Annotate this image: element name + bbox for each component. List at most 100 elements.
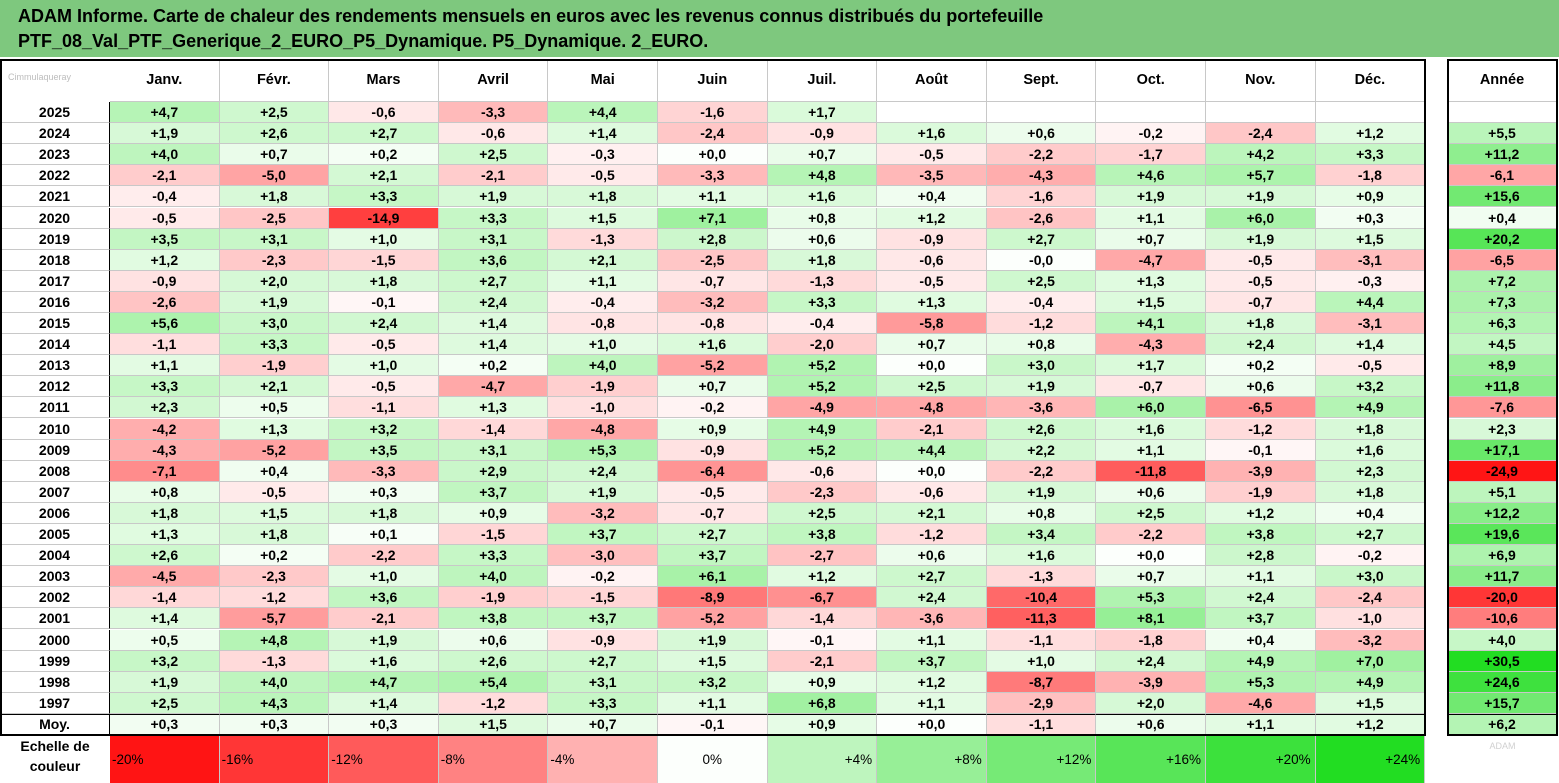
heatmap-cell: +1,9 bbox=[1206, 186, 1316, 208]
heatmap-cell: +0,4 bbox=[1315, 502, 1426, 524]
heatmap-cell: +1,1 bbox=[1096, 207, 1206, 229]
year-label: 2015 bbox=[0, 313, 110, 335]
heatmap-cell: +4,4 bbox=[1315, 291, 1426, 313]
heatmap-cell: -0,5 bbox=[219, 481, 330, 503]
heatmap-cell: -3,3 bbox=[329, 460, 439, 482]
heatmap-cell: -0,5 bbox=[329, 376, 439, 398]
heatmap-cell: +1,8 bbox=[329, 502, 439, 524]
heatmap-cell: -3,0 bbox=[548, 545, 658, 567]
heatmap-cell: +1,9 bbox=[986, 481, 1097, 503]
heatmap-cell: +5,2 bbox=[767, 376, 878, 398]
annual-cell bbox=[1448, 102, 1557, 124]
heatmap-cell: +1,8 bbox=[329, 270, 439, 292]
heatmap-cell: +0,6 bbox=[986, 123, 1097, 145]
color-scale-swatch: -16% bbox=[219, 735, 330, 783]
heatmap-cell: +4,7 bbox=[329, 671, 439, 693]
heatmap-cell: +1,1 bbox=[110, 355, 220, 377]
average-cell: +0,0 bbox=[877, 713, 987, 735]
heatmap-cell: +3,0 bbox=[1315, 566, 1426, 588]
heatmap-cell: +2,1 bbox=[329, 165, 439, 187]
heatmap-cell: +0,2 bbox=[1206, 355, 1316, 377]
heatmap-cell: +2,5 bbox=[767, 502, 878, 524]
heatmap-cell: +2,4 bbox=[1206, 334, 1316, 356]
heatmap-cell: -2,1 bbox=[877, 418, 987, 440]
heatmap-cell: -0,4 bbox=[767, 313, 878, 335]
heatmap-cell: -0,3 bbox=[1315, 270, 1426, 292]
year-label: 1998 bbox=[0, 671, 110, 693]
heatmap-cell: +1,6 bbox=[986, 545, 1097, 567]
annual-cell: -24,9 bbox=[1448, 460, 1557, 482]
heatmap-cell: +2,5 bbox=[110, 692, 220, 714]
heatmap-cell: +3,7 bbox=[548, 524, 658, 546]
heatmap-cell: +2,6 bbox=[438, 650, 549, 672]
heatmap-cell bbox=[1096, 102, 1206, 124]
heatmap-cell: -3,2 bbox=[548, 502, 658, 524]
heatmap-cell: +2,4 bbox=[438, 291, 549, 313]
heatmap-cell: -0,7 bbox=[1096, 376, 1206, 398]
heatmap-cell: +2,6 bbox=[219, 123, 330, 145]
heatmap-cell: -2,5 bbox=[658, 249, 768, 271]
heatmap-cell: -6,7 bbox=[767, 587, 878, 609]
heatmap-cell: -4,3 bbox=[986, 165, 1097, 187]
heatmap-cell: -1,1 bbox=[986, 629, 1097, 651]
heatmap-cell: +1,9 bbox=[329, 629, 439, 651]
heatmap-cell: +1,7 bbox=[767, 102, 878, 124]
annual-cell: +17,1 bbox=[1448, 439, 1557, 461]
heatmap-cell: +1,5 bbox=[1315, 228, 1426, 250]
heatmap-cell bbox=[1315, 102, 1426, 124]
average-cell: -1,1 bbox=[986, 713, 1097, 735]
heatmap-cell: +0,5 bbox=[110, 629, 220, 651]
column-header: Mai bbox=[548, 59, 658, 102]
annual-cell: +6,9 bbox=[1448, 545, 1557, 567]
heatmap-cell: -2,6 bbox=[110, 291, 220, 313]
year-label: 2024 bbox=[0, 123, 110, 145]
color-scale-swatch: +20% bbox=[1206, 735, 1316, 783]
heatmap-cell: +1,4 bbox=[438, 334, 549, 356]
heatmap-cell: -1,5 bbox=[548, 587, 658, 609]
average-annual-cell: +6,2 bbox=[1448, 713, 1557, 735]
color-scale-swatch: +16% bbox=[1096, 735, 1206, 783]
annual-cell: +4,5 bbox=[1448, 334, 1557, 356]
color-scale-swatch: +8% bbox=[877, 735, 987, 783]
annual-cell: +7,3 bbox=[1448, 291, 1557, 313]
heatmap-cell: -1,8 bbox=[1096, 629, 1206, 651]
year-label: 1997 bbox=[0, 692, 110, 714]
heatmap-cell: +4,3 bbox=[219, 692, 330, 714]
average-cell: +1,2 bbox=[1315, 713, 1426, 735]
heatmap-cell: +1,3 bbox=[438, 397, 549, 419]
heatmap-cell: +2,4 bbox=[877, 587, 987, 609]
heatmap-cell: +3,7 bbox=[438, 481, 549, 503]
heatmap-cell: -0,2 bbox=[548, 566, 658, 588]
heatmap-cell: -2,9 bbox=[986, 692, 1097, 714]
heatmap-cell: +2,4 bbox=[548, 460, 658, 482]
heatmap-cell: -1,7 bbox=[1096, 144, 1206, 166]
heatmap-cell: +0,2 bbox=[438, 355, 549, 377]
heatmap-cell: -2,4 bbox=[658, 123, 768, 145]
heatmap-cell: +4,9 bbox=[1315, 397, 1426, 419]
heatmap-cell: +4,0 bbox=[548, 355, 658, 377]
heatmap-cell: -0,9 bbox=[877, 228, 987, 250]
heatmap-cell: -8,9 bbox=[658, 587, 768, 609]
column-header: Sept. bbox=[986, 59, 1097, 102]
heatmap-cell: -1,3 bbox=[548, 228, 658, 250]
heatmap-cell: +3,7 bbox=[1206, 608, 1316, 630]
year-label: 2012 bbox=[0, 376, 110, 398]
heatmap-cell: +3,2 bbox=[658, 671, 768, 693]
watermark: ADAM bbox=[1489, 741, 1516, 751]
heatmap-cell: +4,8 bbox=[767, 165, 878, 187]
year-label: 2018 bbox=[0, 249, 110, 271]
column-header: Déc. bbox=[1315, 59, 1426, 102]
heatmap-cell: +3,8 bbox=[1206, 524, 1316, 546]
heatmap-cell: +1,3 bbox=[219, 418, 330, 440]
heatmap-cell: -0,5 bbox=[110, 207, 220, 229]
year-label: 2002 bbox=[0, 587, 110, 609]
heatmap-cell: +3,2 bbox=[110, 650, 220, 672]
heatmap-cell: +1,9 bbox=[110, 123, 220, 145]
heatmap-cell: +1,1 bbox=[1206, 566, 1316, 588]
heatmap-cell: -0,5 bbox=[658, 481, 768, 503]
heatmap-cell: -4,9 bbox=[767, 397, 878, 419]
heatmap-cell: -2,1 bbox=[767, 650, 878, 672]
heatmap-cell: +4,9 bbox=[1315, 671, 1426, 693]
heatmap-cell: -2,0 bbox=[767, 334, 878, 356]
heatmap-cell: -3,6 bbox=[877, 608, 987, 630]
